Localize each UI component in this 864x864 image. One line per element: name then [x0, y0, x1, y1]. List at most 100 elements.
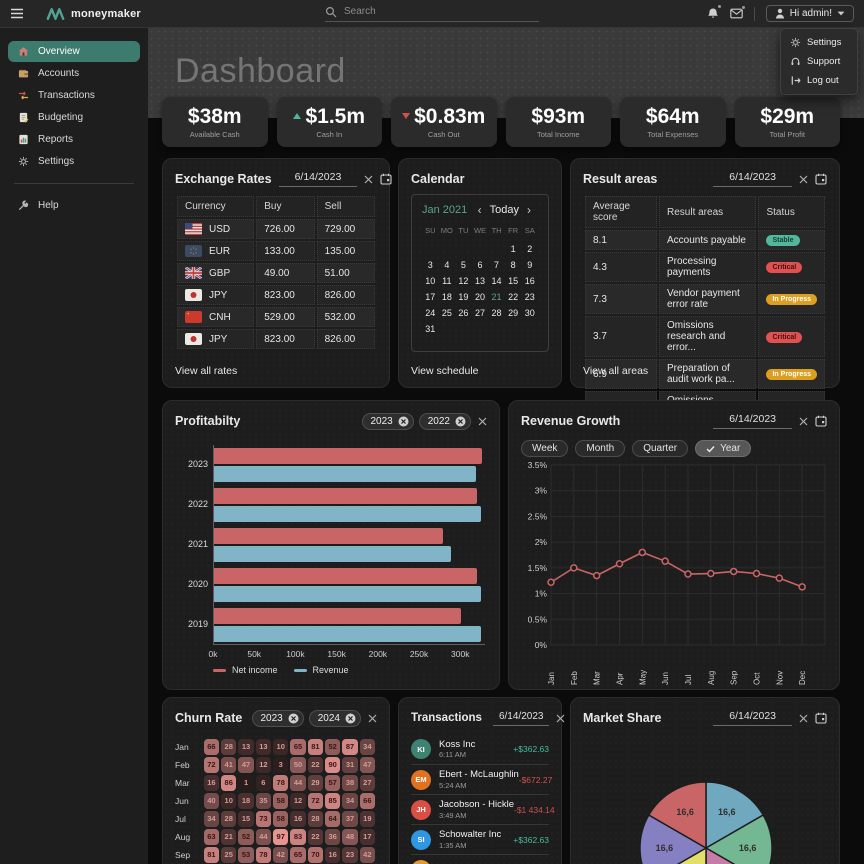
- exchange-rates-date-field[interactable]: 6/14/2023: [278, 171, 358, 187]
- calendar-icon[interactable]: [380, 173, 392, 185]
- calendar-day[interactable]: 21: [491, 291, 502, 302]
- heatmap-cell[interactable]: 16: [325, 847, 341, 863]
- heatmap-cell[interactable]: 22: [307, 757, 324, 773]
- heatmap-cell[interactable]: 10: [221, 793, 237, 809]
- sidebar-item-reports[interactable]: Reports: [8, 129, 140, 150]
- remove-chip-icon[interactable]: [398, 416, 409, 427]
- calendar-day[interactable]: 4: [444, 259, 450, 270]
- heatmap-cell[interactable]: 16: [203, 775, 220, 791]
- notifications-bell-icon[interactable]: [707, 4, 722, 20]
- sidebar-item-help[interactable]: Help: [8, 195, 140, 216]
- calendar-day[interactable]: 13: [474, 275, 485, 286]
- heatmap-cell[interactable]: 41: [221, 757, 237, 773]
- heatmap-cell[interactable]: 64: [325, 811, 341, 827]
- heatmap-cell[interactable]: 1: [238, 775, 254, 791]
- heatmap-cell[interactable]: 47: [359, 757, 376, 773]
- messages-mail-icon[interactable]: [730, 5, 746, 19]
- calendar-day[interactable]: 16: [524, 275, 535, 286]
- user-menu-button[interactable]: Hi admin!: [765, 5, 854, 22]
- calendar-day[interactable]: 9: [527, 259, 533, 270]
- calendar-day[interactable]: 10: [425, 275, 436, 286]
- calendar-day[interactable]: 12: [458, 275, 469, 286]
- heatmap-cell[interactable]: 17: [359, 829, 376, 845]
- calendar-day[interactable]: 19: [458, 291, 469, 302]
- heatmap-cell[interactable]: 50: [290, 757, 306, 773]
- heatmap-cell[interactable]: 12: [290, 793, 306, 809]
- calendar-day[interactable]: 29: [508, 307, 519, 318]
- calendar-day[interactable]: 23: [524, 291, 535, 302]
- heatmap-cell[interactable]: 78: [255, 847, 272, 863]
- heatmap-cell[interactable]: 63: [203, 829, 220, 845]
- heatmap-cell[interactable]: 44: [290, 775, 306, 791]
- heatmap-cell[interactable]: 47: [238, 757, 254, 773]
- calendar-day[interactable]: 2: [527, 243, 533, 254]
- transactions-date-field[interactable]: 6/14/2023: [492, 711, 550, 726]
- heatmap-cell[interactable]: 28: [221, 739, 237, 755]
- close-icon[interactable]: [799, 417, 808, 426]
- calendar-day[interactable]: 27: [474, 307, 485, 318]
- heatmap-cell[interactable]: 19: [359, 811, 376, 827]
- heatmap-cell[interactable]: 57: [325, 775, 341, 791]
- close-icon[interactable]: [799, 714, 808, 723]
- calendar-day[interactable]: 31: [425, 323, 436, 334]
- heatmap-cell[interactable]: 65: [290, 847, 306, 863]
- calendar-day[interactable]: 14: [491, 275, 502, 286]
- view-all-rates-link[interactable]: View all rates: [175, 365, 238, 377]
- heatmap-cell[interactable]: 52: [325, 739, 341, 755]
- prev-month-icon[interactable]: ‹: [477, 203, 482, 217]
- heatmap-cell[interactable]: 83: [290, 829, 306, 845]
- heatmap-cell[interactable]: 58: [273, 793, 289, 809]
- calendar-day[interactable]: 6: [477, 259, 483, 270]
- heatmap-cell[interactable]: 28: [221, 811, 237, 827]
- market-share-date-field[interactable]: 6/14/2023: [713, 710, 792, 726]
- heatmap-cell[interactable]: 73: [255, 811, 272, 827]
- heatmap-cell[interactable]: 34: [342, 793, 358, 809]
- heatmap-cell[interactable]: 70: [307, 847, 324, 863]
- heatmap-cell[interactable]: 10: [273, 739, 289, 755]
- sidebar-item-accounts[interactable]: Accounts: [8, 63, 140, 84]
- heatmap-cell[interactable]: 21: [221, 829, 237, 845]
- sidebar-item-budgeting[interactable]: Budgeting: [8, 107, 140, 128]
- calendar-icon[interactable]: [815, 173, 827, 185]
- heatmap-cell[interactable]: 65: [290, 739, 306, 755]
- calendar-day[interactable]: 18: [441, 291, 452, 302]
- transaction-row[interactable]: EM Ebert - McLaughlin 5:24 AM -$672.27: [411, 764, 552, 794]
- pie-slice[interactable]: [704, 813, 773, 864]
- heatmap-cell[interactable]: 13: [238, 739, 254, 755]
- transaction-row[interactable]: [411, 854, 549, 864]
- heatmap-cell[interactable]: 22: [307, 829, 324, 845]
- calendar-day[interactable]: 30: [524, 307, 535, 318]
- calendar-day[interactable]: 8: [510, 259, 516, 270]
- calendar-day[interactable]: 15: [508, 275, 519, 286]
- menu-item-settings[interactable]: Settings: [781, 33, 857, 52]
- calendar-day[interactable]: 28: [491, 307, 502, 318]
- transaction-row[interactable]: KI Koss Inc 6:11 AM +$362.63: [411, 734, 549, 764]
- calendar-day[interactable]: 7: [494, 259, 500, 270]
- pie-slice[interactable]: [705, 846, 763, 864]
- filter-chip-2024[interactable]: 2024: [308, 709, 361, 727]
- heatmap-cell[interactable]: 12: [255, 757, 272, 773]
- toggle-year[interactable]: Year: [695, 440, 752, 457]
- heatmap-cell[interactable]: 16: [290, 811, 306, 827]
- heatmap-cell[interactable]: 52: [238, 829, 254, 845]
- heatmap-cell[interactable]: 42: [273, 847, 289, 863]
- heatmap-cell[interactable]: 31: [342, 757, 358, 773]
- pie-slice[interactable]: [705, 781, 765, 850]
- heatmap-cell[interactable]: 66: [203, 739, 220, 755]
- heatmap-cell[interactable]: 66: [359, 793, 376, 809]
- search-input[interactable]: [344, 6, 528, 17]
- heatmap-cell[interactable]: 72: [203, 757, 220, 773]
- heatmap-cell[interactable]: 87: [342, 739, 358, 755]
- pie-slice[interactable]: [639, 813, 708, 864]
- close-icon[interactable]: [364, 175, 373, 184]
- heatmap-cell[interactable]: 27: [359, 775, 376, 791]
- heatmap-cell[interactable]: 48: [342, 829, 358, 845]
- heatmap-cell[interactable]: 13: [255, 739, 272, 755]
- calendar-icon[interactable]: [815, 712, 827, 724]
- calendar-day[interactable]: 3: [427, 259, 433, 270]
- close-icon[interactable]: [478, 417, 487, 426]
- menu-item-support[interactable]: Support: [781, 52, 857, 71]
- sidebar-item-transactions[interactable]: Transactions: [8, 85, 140, 106]
- filter-chip-2022[interactable]: 2022: [418, 412, 471, 430]
- heatmap-cell[interactable]: 78: [273, 775, 289, 791]
